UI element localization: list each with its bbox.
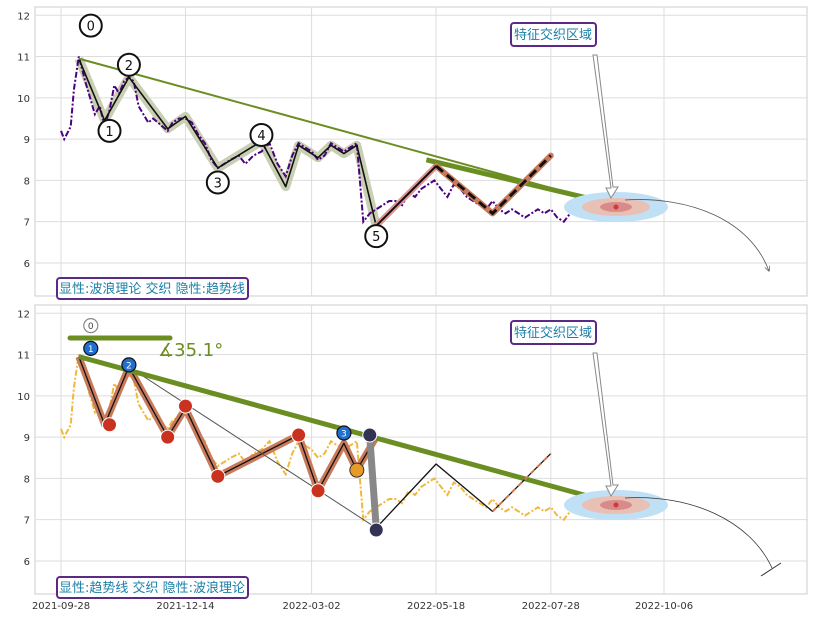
bottom-callout-arrow bbox=[592, 352, 619, 498]
marker-label: 2 bbox=[126, 361, 132, 371]
bottom-down-curve bbox=[624, 497, 773, 569]
wave-label: 5 bbox=[372, 230, 380, 245]
bottom-target-zone bbox=[564, 490, 668, 520]
top-bottom-label: 显性:波浪理论 交织 隐性:趋势线 bbox=[59, 281, 245, 297]
x-tick-label: 2022-03-02 bbox=[283, 601, 341, 612]
angle-label: ∡35.1° bbox=[158, 340, 223, 361]
bottom-grid bbox=[35, 305, 807, 594]
wave-label-circle bbox=[116, 52, 141, 77]
wave-label: 2 bbox=[125, 59, 133, 74]
marker-label-circle bbox=[336, 425, 352, 441]
y-tick-label: 12 bbox=[17, 309, 30, 320]
y-tick-label: 7 bbox=[24, 218, 30, 229]
wave-label-circle bbox=[249, 122, 274, 147]
top-series bbox=[60, 56, 592, 229]
wave-marker-red bbox=[101, 417, 117, 433]
y-tick-label: 8 bbox=[24, 176, 30, 187]
bottom-region-label: 特征交织区域 bbox=[514, 325, 592, 341]
wave-marker-red bbox=[310, 483, 326, 499]
trend-line bbox=[78, 57, 592, 200]
marker-label-circle bbox=[83, 318, 99, 334]
marker-label: 3 bbox=[341, 429, 347, 439]
projection-up-line bbox=[375, 165, 437, 227]
wave-label-circle bbox=[78, 13, 103, 38]
y-tick-label: 9 bbox=[24, 135, 30, 146]
y-tick-label: 11 bbox=[17, 351, 30, 362]
x-tick-label: 2022-05-18 bbox=[407, 601, 465, 612]
y-tick-label: 10 bbox=[17, 392, 30, 403]
y-tick-label: 7 bbox=[24, 516, 30, 527]
marker-label: 0 bbox=[88, 322, 94, 332]
wave-line bbox=[78, 58, 377, 226]
y-tick-label: 12 bbox=[17, 11, 30, 22]
bottom-x-ticks: 2021-09-28 2021-12-14 2022-03-02 2022-05-18… bbox=[32, 601, 693, 612]
y-tick-label: 8 bbox=[24, 474, 30, 485]
wave-label-circle bbox=[364, 224, 389, 249]
x-tick-label: 2022-10-06 bbox=[635, 601, 693, 612]
wave-label: 0 bbox=[87, 20, 95, 35]
top-region-label: 特征交织区域 bbox=[514, 27, 592, 43]
wave-label-circle bbox=[205, 170, 230, 195]
wave-marker-red bbox=[160, 429, 176, 445]
bottom-stop-bar bbox=[760, 562, 782, 577]
top-target-zone bbox=[564, 192, 668, 222]
top-region-label-box: 特征交织区域 bbox=[510, 22, 597, 47]
projection-dashed-line bbox=[435, 154, 552, 216]
projection-line bbox=[375, 453, 552, 529]
top-bottom-label-box: 显性:波浪理论 交织 隐性:趋势线 bbox=[56, 277, 249, 300]
x-tick-label: 2021-09-28 bbox=[32, 601, 90, 612]
bottom-y-ticks: 6 7 8 9 10 11 12 bbox=[17, 309, 30, 568]
top-y-ticks: 6 7 8 9 10 11 12 bbox=[17, 11, 30, 270]
x-tick-label: 2022-07-28 bbox=[522, 601, 580, 612]
bottom-bottom-label: 显性:趋势线 交织 隐性:波浪理论 bbox=[59, 580, 245, 596]
top-wave-labels: 0 1 2 3 4 5 bbox=[78, 13, 389, 249]
y-tick-label: 11 bbox=[17, 53, 30, 64]
marker-label-circle bbox=[121, 357, 137, 373]
bottom-region-label-box: 特征交织区域 bbox=[510, 320, 597, 345]
marker-label: 1 bbox=[88, 345, 94, 355]
wave-label-circle bbox=[97, 118, 122, 143]
wave-label: 3 bbox=[214, 176, 222, 191]
drop-shadow-leg bbox=[366, 436, 380, 529]
trend-line bbox=[78, 354, 592, 500]
y-tick-label: 6 bbox=[24, 557, 30, 568]
wave-marker-red bbox=[210, 468, 226, 484]
top-callout-arrow bbox=[592, 54, 619, 200]
top-target-dot bbox=[613, 204, 619, 210]
top-down-curve-arrow bbox=[624, 199, 769, 271]
wave-marker-red bbox=[291, 427, 307, 443]
bottom-target-dot bbox=[613, 502, 619, 508]
bottom-bottom-label-box: 显性:趋势线 交织 隐性:波浪理论 bbox=[56, 576, 249, 599]
projection-dash bbox=[491, 452, 552, 513]
wave-marker-orange bbox=[349, 462, 365, 478]
wave-label: 4 bbox=[257, 129, 265, 144]
wave-marker-dark bbox=[362, 427, 378, 443]
y-tick-label: 9 bbox=[24, 433, 30, 444]
wave-label: 1 bbox=[105, 125, 113, 140]
y-tick-label: 6 bbox=[24, 259, 30, 270]
trend-line-thick bbox=[425, 157, 592, 202]
x-tick-label: 2021-12-14 bbox=[156, 601, 214, 612]
bottom-markers: 0 1 2 3 bbox=[83, 318, 384, 538]
wave-marker-red bbox=[177, 398, 193, 414]
wave-marker-dark bbox=[368, 522, 384, 538]
price-line bbox=[60, 354, 584, 523]
y-tick-label: 10 bbox=[17, 94, 30, 105]
marker-label-circle bbox=[83, 340, 99, 356]
secondary-wave-line bbox=[128, 366, 377, 529]
